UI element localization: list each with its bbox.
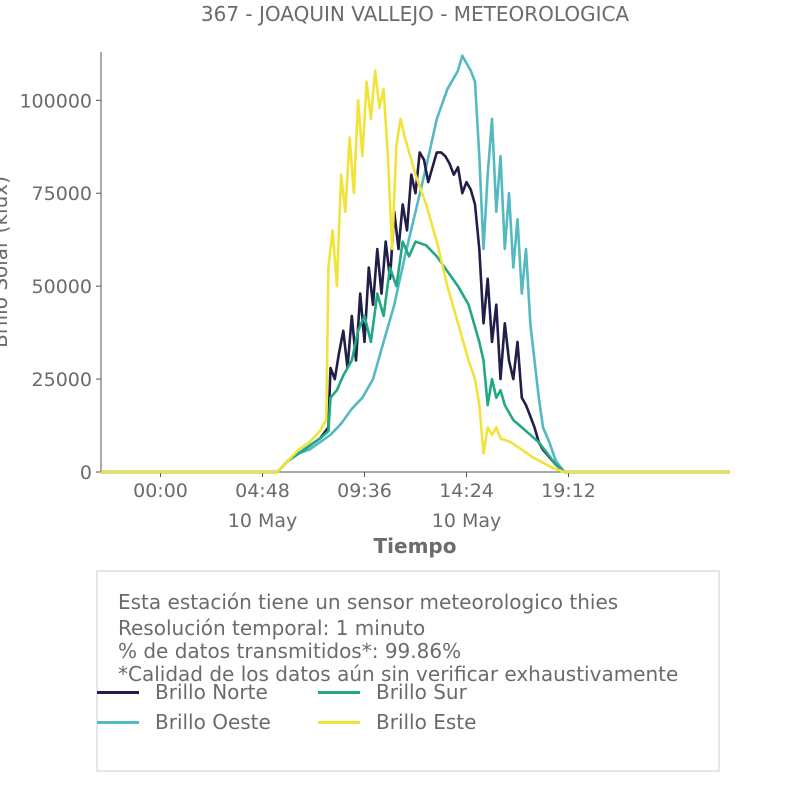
y-axis-label: Brillo Solar (klux) bbox=[0, 176, 12, 348]
info-line-quality: *Calidad de los datos aún sin verificar … bbox=[118, 662, 679, 686]
legend-swatch bbox=[318, 690, 360, 694]
y-tick-label: 50000 bbox=[32, 276, 92, 298]
legend-item-brillo-este: Brillo Este bbox=[318, 709, 476, 735]
y-tick-label: 25000 bbox=[32, 369, 92, 391]
chart: 367 - JOAQUIN VALLEJO - METEOROLOGICA 0 25… bbox=[0, 2, 730, 558]
x-tick-date-label: 10 May bbox=[432, 510, 502, 532]
y-tick-label: 100000 bbox=[19, 90, 92, 112]
info-line-transmitted: % de datos transmitidos*: 99.86% bbox=[118, 639, 462, 663]
series-line-brillo-oeste bbox=[101, 54, 730, 474]
x-tick-date-label: 10 May bbox=[228, 510, 298, 532]
chart-title: 367 - JOAQUIN VALLEJO - METEOROLOGICA bbox=[201, 2, 630, 26]
legend-label: Brillo Oeste bbox=[155, 710, 271, 734]
legend-swatch bbox=[318, 720, 360, 724]
legend-label: Brillo Este bbox=[376, 710, 477, 734]
x-tick-label: 14:24 bbox=[439, 480, 494, 502]
x-tick-label: 00:00 bbox=[133, 480, 188, 502]
series-line-brillo-este bbox=[101, 69, 730, 474]
legend-label: Brillo Sur bbox=[376, 680, 467, 704]
x-axis-label: Tiempo bbox=[374, 534, 457, 558]
info-box: Esta estación tiene un sensor meteorolog… bbox=[96, 570, 720, 772]
info-line-resolution: Resolución temporal: 1 minuto bbox=[118, 616, 426, 640]
series-line-brillo-norte bbox=[101, 151, 730, 474]
series-line-brillo-sur bbox=[101, 240, 730, 474]
legend-item-brillo-norte: Brillo Norte bbox=[97, 679, 268, 705]
legend-swatch bbox=[97, 720, 139, 724]
legend-swatch bbox=[97, 690, 139, 694]
legend-item-brillo-oeste: Brillo Oeste bbox=[97, 709, 271, 735]
x-tick-label: 19:12 bbox=[541, 480, 596, 502]
legend-label: Brillo Norte bbox=[155, 680, 268, 704]
y-tick-label: 75000 bbox=[32, 183, 92, 205]
legend-item-brillo-sur: Brillo Sur bbox=[318, 679, 467, 705]
x-tick-label: 04:48 bbox=[235, 480, 290, 502]
x-tick-label: 09:36 bbox=[337, 480, 392, 502]
info-line-sensor: Esta estación tiene un sensor meteorolog… bbox=[118, 590, 619, 614]
y-tick-label: 0 bbox=[80, 462, 92, 484]
